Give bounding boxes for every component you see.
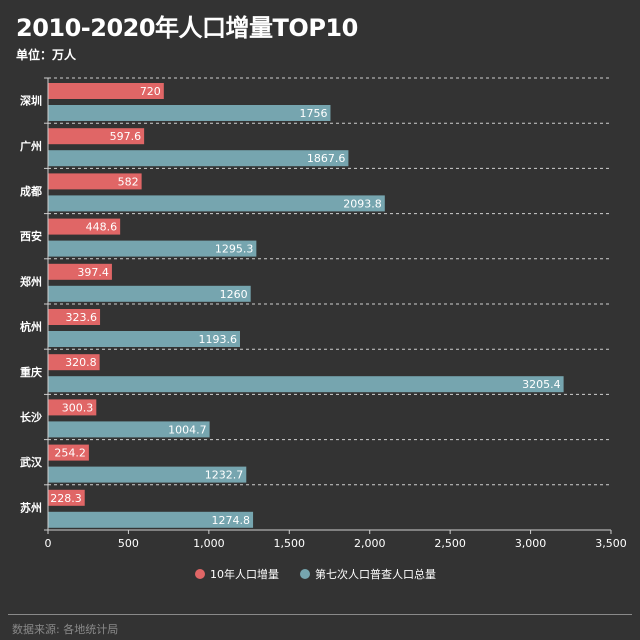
total-bar [48,421,210,438]
bar-value-label: 1004.7 [168,423,207,436]
bar-value-label: 720 [140,85,161,98]
legend: 10年人口增量 第七次人口普查人口总量 [195,567,436,581]
x-tick-label: 3,000 [515,537,547,550]
total-bar [48,240,257,257]
category-label: 武汉 [20,455,43,469]
x-tick-label: 1,000 [193,537,225,550]
increase-bar [48,128,145,145]
category-label: 苏州 [20,500,42,514]
category-label: 西安 [20,229,42,243]
bars [48,83,564,528]
total-bar [48,331,240,347]
bar-value-label: 1756 [299,107,327,120]
total-bar [48,511,254,528]
bar-value-label: 1867.6 [307,152,346,165]
bar-value-label: 397.4 [77,266,109,279]
x-tick-label: 1,500 [274,537,306,550]
category-label: 成都 [20,184,42,198]
footer-divider [8,614,632,615]
bar-value-label: 254.2 [54,447,86,460]
total-bar [48,466,247,483]
increase-bar [48,444,89,461]
legend-label: 10年人口增量 [210,567,279,581]
increase-bar [48,399,97,416]
increase-bar [48,173,142,190]
grid-lines [48,77,611,486]
x-tick-label: 500 [118,537,139,550]
chart-subtitle: 单位：万人 [16,48,77,62]
total-bar [48,105,331,121]
bar-value-label: 300.3 [62,401,94,414]
total-bar [48,195,385,212]
legend-marker-total [300,569,310,579]
bar-value-label: 597.6 [110,130,142,143]
x-tick-label: 2,000 [354,537,386,550]
axes: 0 500 1,000 1,500 2,000 2,500 3,000 3,500 [44,77,627,550]
increase-bar [48,489,85,506]
bar-value-label: 3205.4 [522,378,561,391]
total-bar [48,285,251,302]
legend-marker-increase [195,569,205,579]
x-tick-label: 0 [45,537,52,550]
bar-value-label: 582 [118,175,139,188]
bar-value-label: 323.6 [66,311,98,324]
source-note: 数据来源: 各地统计局 [12,623,119,636]
bar-value-label: 448.6 [86,221,118,234]
total-bar [48,150,349,167]
category-label: 长沙 [20,410,42,424]
x-tick-label: 2,500 [434,537,466,550]
increase-bar [48,218,121,235]
bar-value-label: 1232.7 [205,469,244,482]
chart-title: 2010-2020年人口增量TOP10 [16,14,358,42]
category-label: 郑州 [20,274,42,288]
increase-bar [48,354,100,371]
bar-value-label: 228.3 [50,492,82,505]
bar-value-label: 1295.3 [215,243,254,256]
labels: 深圳 720 1756 广州 597.6 1867.6 成都 582 2093.8 西安 448.6… [20,85,561,527]
total-bar [48,376,564,393]
legend-label: 第七次人口普查人口总量 [315,567,436,581]
bar-value-label: 320.8 [65,356,97,369]
category-label: 广州 [20,139,42,153]
category-label: 重庆 [20,365,42,379]
category-label: 深圳 [20,94,42,108]
increase-bar [48,263,112,280]
bar-value-label: 1274.8 [212,514,251,527]
bar-value-label: 1193.6 [198,333,237,346]
category-label: 杭州 [20,320,42,334]
increase-bar [48,83,164,99]
bar-value-label: 2093.8 [343,197,382,210]
x-tick-label: 3,500 [595,537,627,550]
bar-value-label: 1260 [220,288,248,301]
increase-bar [48,309,101,325]
